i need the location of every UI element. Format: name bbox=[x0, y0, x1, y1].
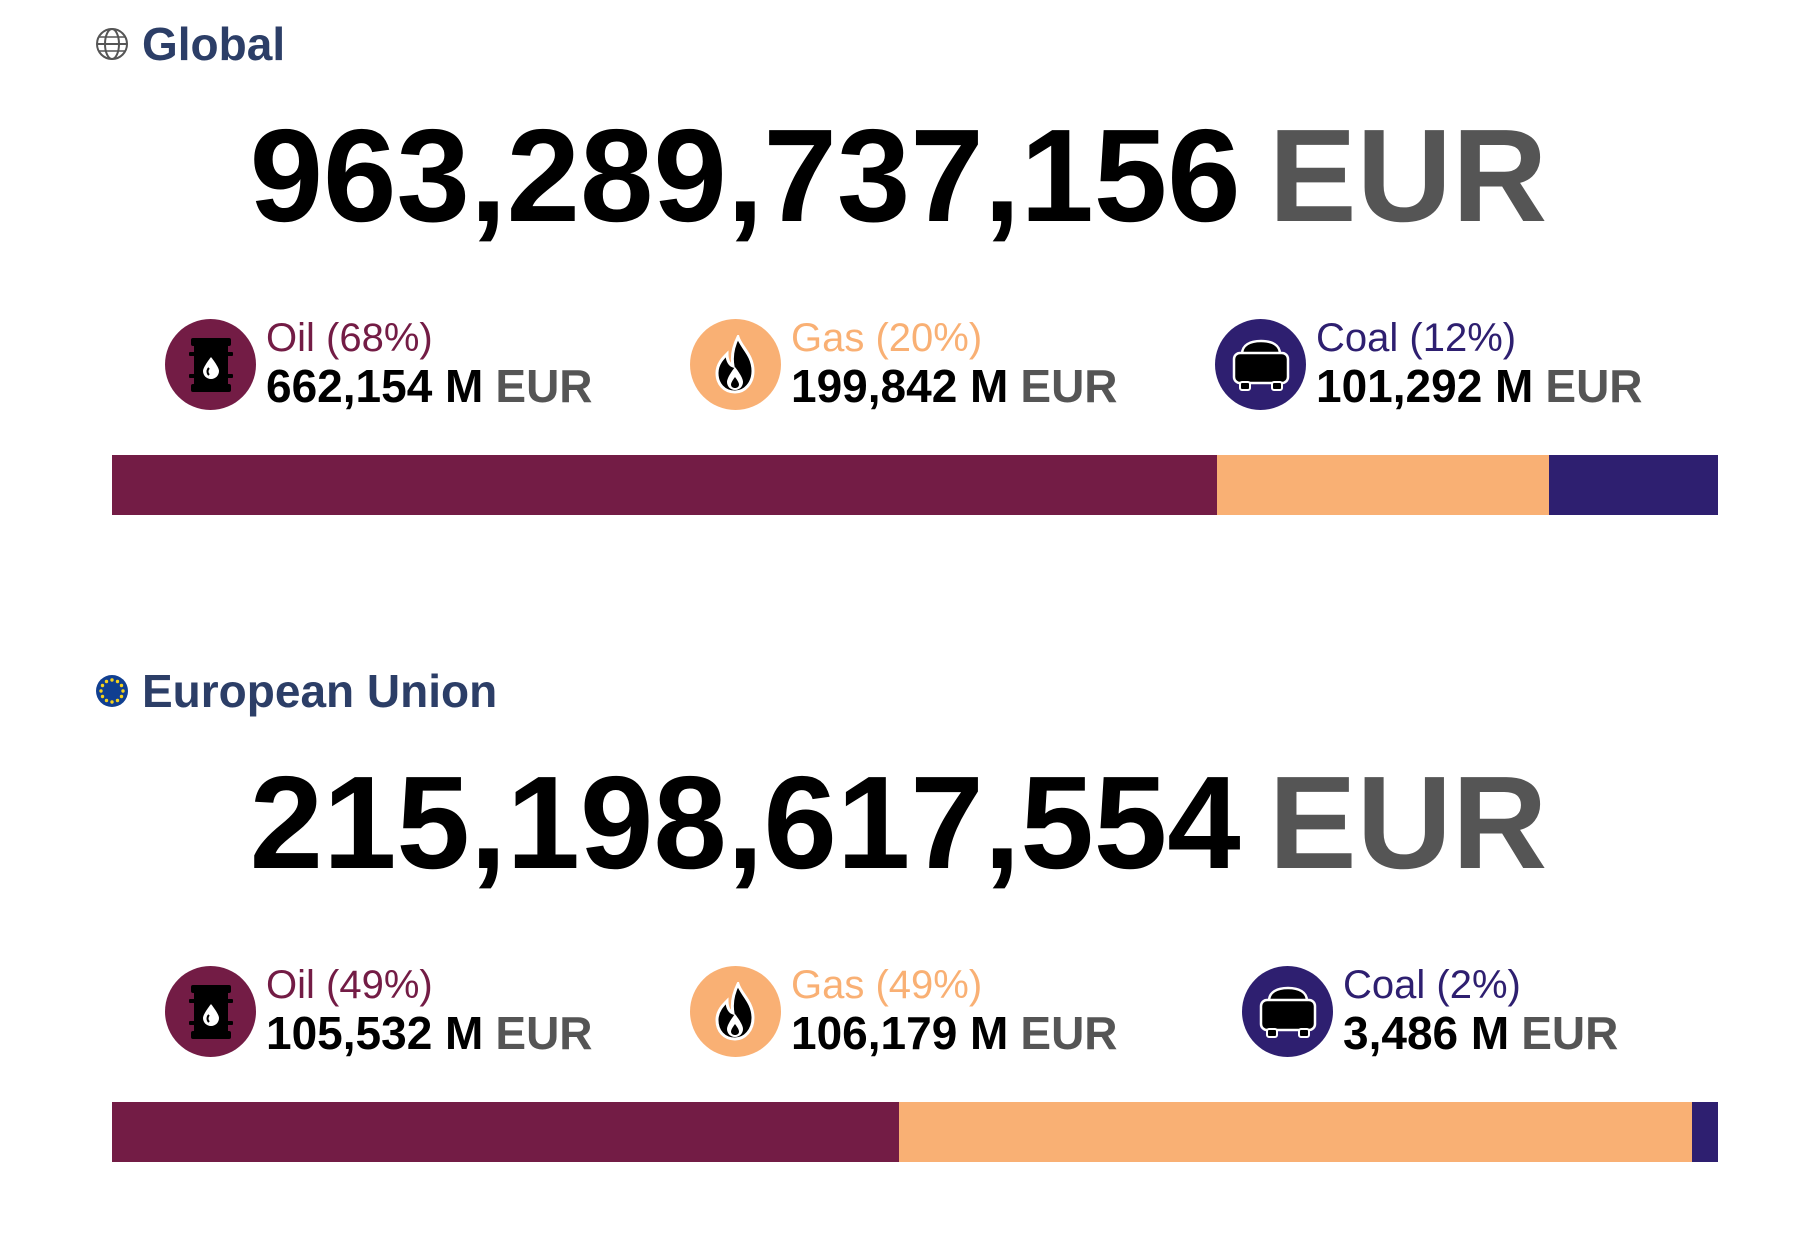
fuel-value: 3,486 M EUR bbox=[1343, 1007, 1618, 1060]
fuel-value: 101,292 M EUR bbox=[1316, 360, 1643, 413]
fuel-currency: EUR bbox=[495, 1007, 593, 1060]
fuel-text: Oil (49%) 105,532 M EUR bbox=[266, 963, 593, 1060]
region-header: Global bbox=[95, 17, 285, 71]
total-value: 963,289,737,156 bbox=[249, 102, 1241, 249]
bar-segment-oil bbox=[112, 455, 1217, 515]
fuel-currency: EUR bbox=[1521, 1007, 1619, 1060]
fuel-value: 106,179 M EUR bbox=[791, 1007, 1118, 1060]
oil-barrel-icon bbox=[165, 966, 256, 1057]
eu-flag-icon bbox=[95, 674, 129, 708]
fuel-value: 105,532 M EUR bbox=[266, 1007, 593, 1060]
fuel-currency: EUR bbox=[1545, 360, 1643, 413]
total-currency: EUR bbox=[1268, 102, 1548, 249]
fuel-oil: Oil (49%) 105,532 M EUR bbox=[165, 963, 593, 1060]
fuel-label: Gas (49%) bbox=[791, 963, 983, 1008]
fuel-gas: Gas (49%) 106,179 M EUR bbox=[690, 963, 1118, 1060]
fuel-gas: Gas (20%) 199,842 M EUR bbox=[690, 316, 1118, 413]
fuel-share-bar bbox=[112, 455, 1718, 515]
fuel-currency: EUR bbox=[495, 360, 593, 413]
coal-wagon-icon bbox=[1215, 319, 1306, 410]
fuel-value: 662,154 M EUR bbox=[266, 360, 593, 413]
fuel-text: Gas (49%) 106,179 M EUR bbox=[791, 963, 1118, 1060]
fuel-label: Coal (2%) bbox=[1343, 963, 1521, 1008]
fuel-amount: 199,842 M bbox=[791, 360, 1009, 413]
total-amount: 215,198,617,554 EUR bbox=[0, 757, 1797, 889]
flame-icon bbox=[690, 966, 781, 1057]
fuel-coal: Coal (2%) 3,486 M EUR bbox=[1242, 963, 1618, 1060]
bar-segment-oil bbox=[112, 1102, 899, 1162]
coal-wagon-icon bbox=[1242, 966, 1333, 1057]
fuel-text: Coal (2%) 3,486 M EUR bbox=[1343, 963, 1618, 1060]
fuel-currency: EUR bbox=[1020, 360, 1118, 413]
region-title: Global bbox=[142, 18, 286, 70]
fuel-text: Oil (68%) 662,154 M EUR bbox=[266, 316, 593, 413]
fuel-amount: 106,179 M bbox=[791, 1007, 1009, 1060]
region-title: European Union bbox=[142, 665, 498, 717]
fuel-label: Oil (68%) bbox=[266, 316, 433, 361]
bar-segment-coal bbox=[1549, 455, 1718, 515]
fuel-label: Gas (20%) bbox=[791, 316, 983, 361]
bar-segment-gas bbox=[1216, 455, 1550, 515]
total-amount: 963,289,737,156 EUR bbox=[0, 110, 1797, 242]
region-section-global: Global 963,289,737,156 EUR Oil (68%) 662,… bbox=[0, 0, 1797, 600]
fuel-amount: 101,292 M bbox=[1316, 360, 1534, 413]
bar-segment-coal bbox=[1692, 1102, 1718, 1162]
region-header: European Union bbox=[95, 664, 497, 718]
fuel-amount: 3,486 M bbox=[1343, 1007, 1510, 1060]
fuel-value: 199,842 M EUR bbox=[791, 360, 1118, 413]
fuel-label: Oil (49%) bbox=[266, 963, 433, 1008]
fuel-amount: 662,154 M bbox=[266, 360, 484, 413]
fuel-label: Coal (12%) bbox=[1316, 316, 1517, 361]
fuel-currency: EUR bbox=[1020, 1007, 1118, 1060]
oil-barrel-icon bbox=[165, 319, 256, 410]
fuel-text: Coal (12%) 101,292 M EUR bbox=[1316, 316, 1643, 413]
region-section-eu: European Union 215,198,617,554 EUR Oil (4… bbox=[0, 647, 1797, 1247]
globe-icon bbox=[95, 27, 129, 61]
fuel-amount: 105,532 M bbox=[266, 1007, 484, 1060]
flame-icon bbox=[690, 319, 781, 410]
total-value: 215,198,617,554 bbox=[249, 749, 1241, 896]
fuel-oil: Oil (68%) 662,154 M EUR bbox=[165, 316, 593, 413]
total-currency: EUR bbox=[1268, 749, 1548, 896]
fuel-text: Gas (20%) 199,842 M EUR bbox=[791, 316, 1118, 413]
bar-segment-gas bbox=[898, 1102, 1693, 1162]
fuel-share-bar bbox=[112, 1102, 1718, 1162]
fuel-coal: Coal (12%) 101,292 M EUR bbox=[1215, 316, 1643, 413]
